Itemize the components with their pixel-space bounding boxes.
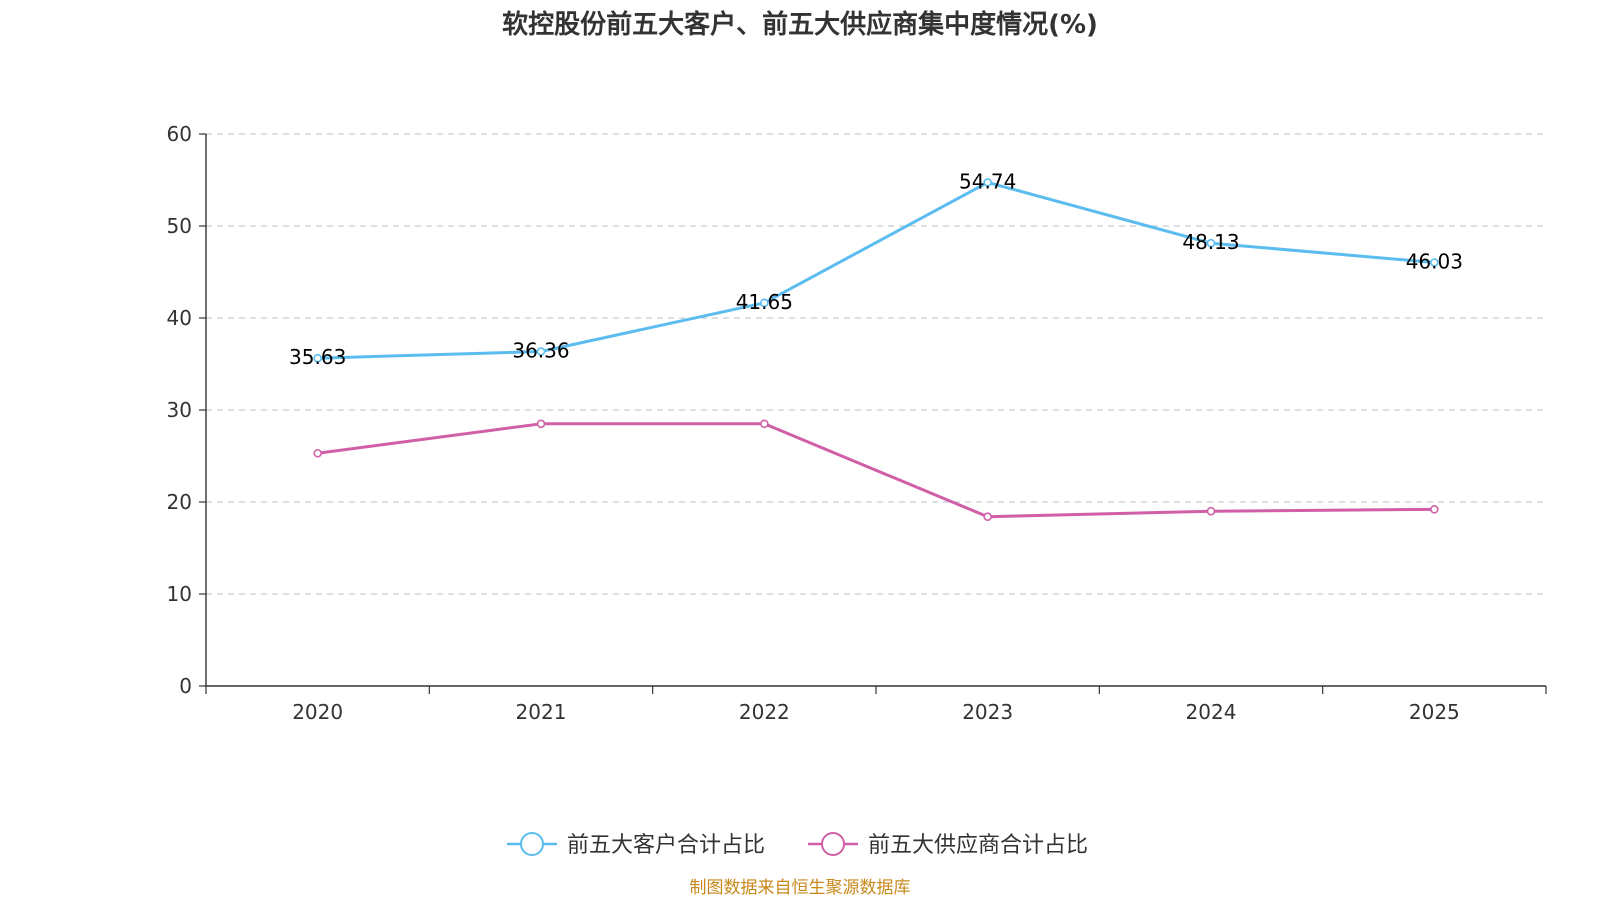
legend-label-1: 前五大供应商合计占比 [868,833,1088,858]
point-0-2020 [313,353,322,363]
y-tick-label-20: 20 [167,490,192,514]
data-label-2023: 54.74 [959,169,1016,193]
point-1-2025 [1430,505,1439,514]
y-tick-label-60: 60 [167,122,192,146]
point-1-2023 [983,512,992,522]
y-tick-label-40: 40 [167,306,192,330]
legend-label-0: 前五大客户合计占比 [567,833,765,858]
grid-lines [206,133,1546,595]
series-group: 35.63 36.36 41.65 54.74 48.13 46.03 [289,169,1463,522]
x-tick-label-2023: 2023 [962,700,1013,724]
x-tick-label-2022: 2022 [739,700,790,724]
data-label-2024: 48.13 [1182,230,1239,254]
x-tick-label-2020: 2020 [292,700,343,724]
point-1-2021 [536,419,546,429]
series-line-1 [317,422,1435,519]
y-tick-label-50: 50 [167,214,192,238]
y-tick-label-30: 30 [167,398,192,422]
x-tick-label-2025: 2025 [1409,700,1460,724]
legend-marker-0 [520,832,544,856]
axes: 0 10 20 30 40 50 60 2020 2021 2022 2023 2024 2025 [167,122,1547,724]
point-1-2022 [760,419,769,429]
x-tick-label-2021: 2021 [516,700,567,724]
point-0-2023 [983,178,992,187]
x-tick-label-2024: 2024 [1186,700,1237,724]
point-1-2020 [313,448,322,458]
point-0-2022 [760,298,769,308]
chart-title: 软控股份前五大客户、前五大供应商集中度情况(%) [502,9,1098,40]
point-1-2024 [1206,506,1216,516]
legend-marker-1 [821,832,845,856]
point-0-2024 [1206,238,1216,248]
point-0-2025 [1430,258,1439,267]
data-label-2025: 46.03 [1406,250,1463,274]
source-note: 制图数据来自恒生聚源数据库 [690,878,911,898]
y-tick-label-10: 10 [167,582,192,606]
data-label-2022: 41.65 [736,290,793,314]
data-label-2020: 35.63 [289,345,346,369]
legend: 前五大客户合计占比 前五大供应商合计占比 [507,832,1088,858]
series-line-0 [317,180,1435,360]
y-tick-label-0: 0 [179,674,192,698]
data-label-2021: 36.36 [512,338,569,362]
point-0-2021 [536,347,546,356]
